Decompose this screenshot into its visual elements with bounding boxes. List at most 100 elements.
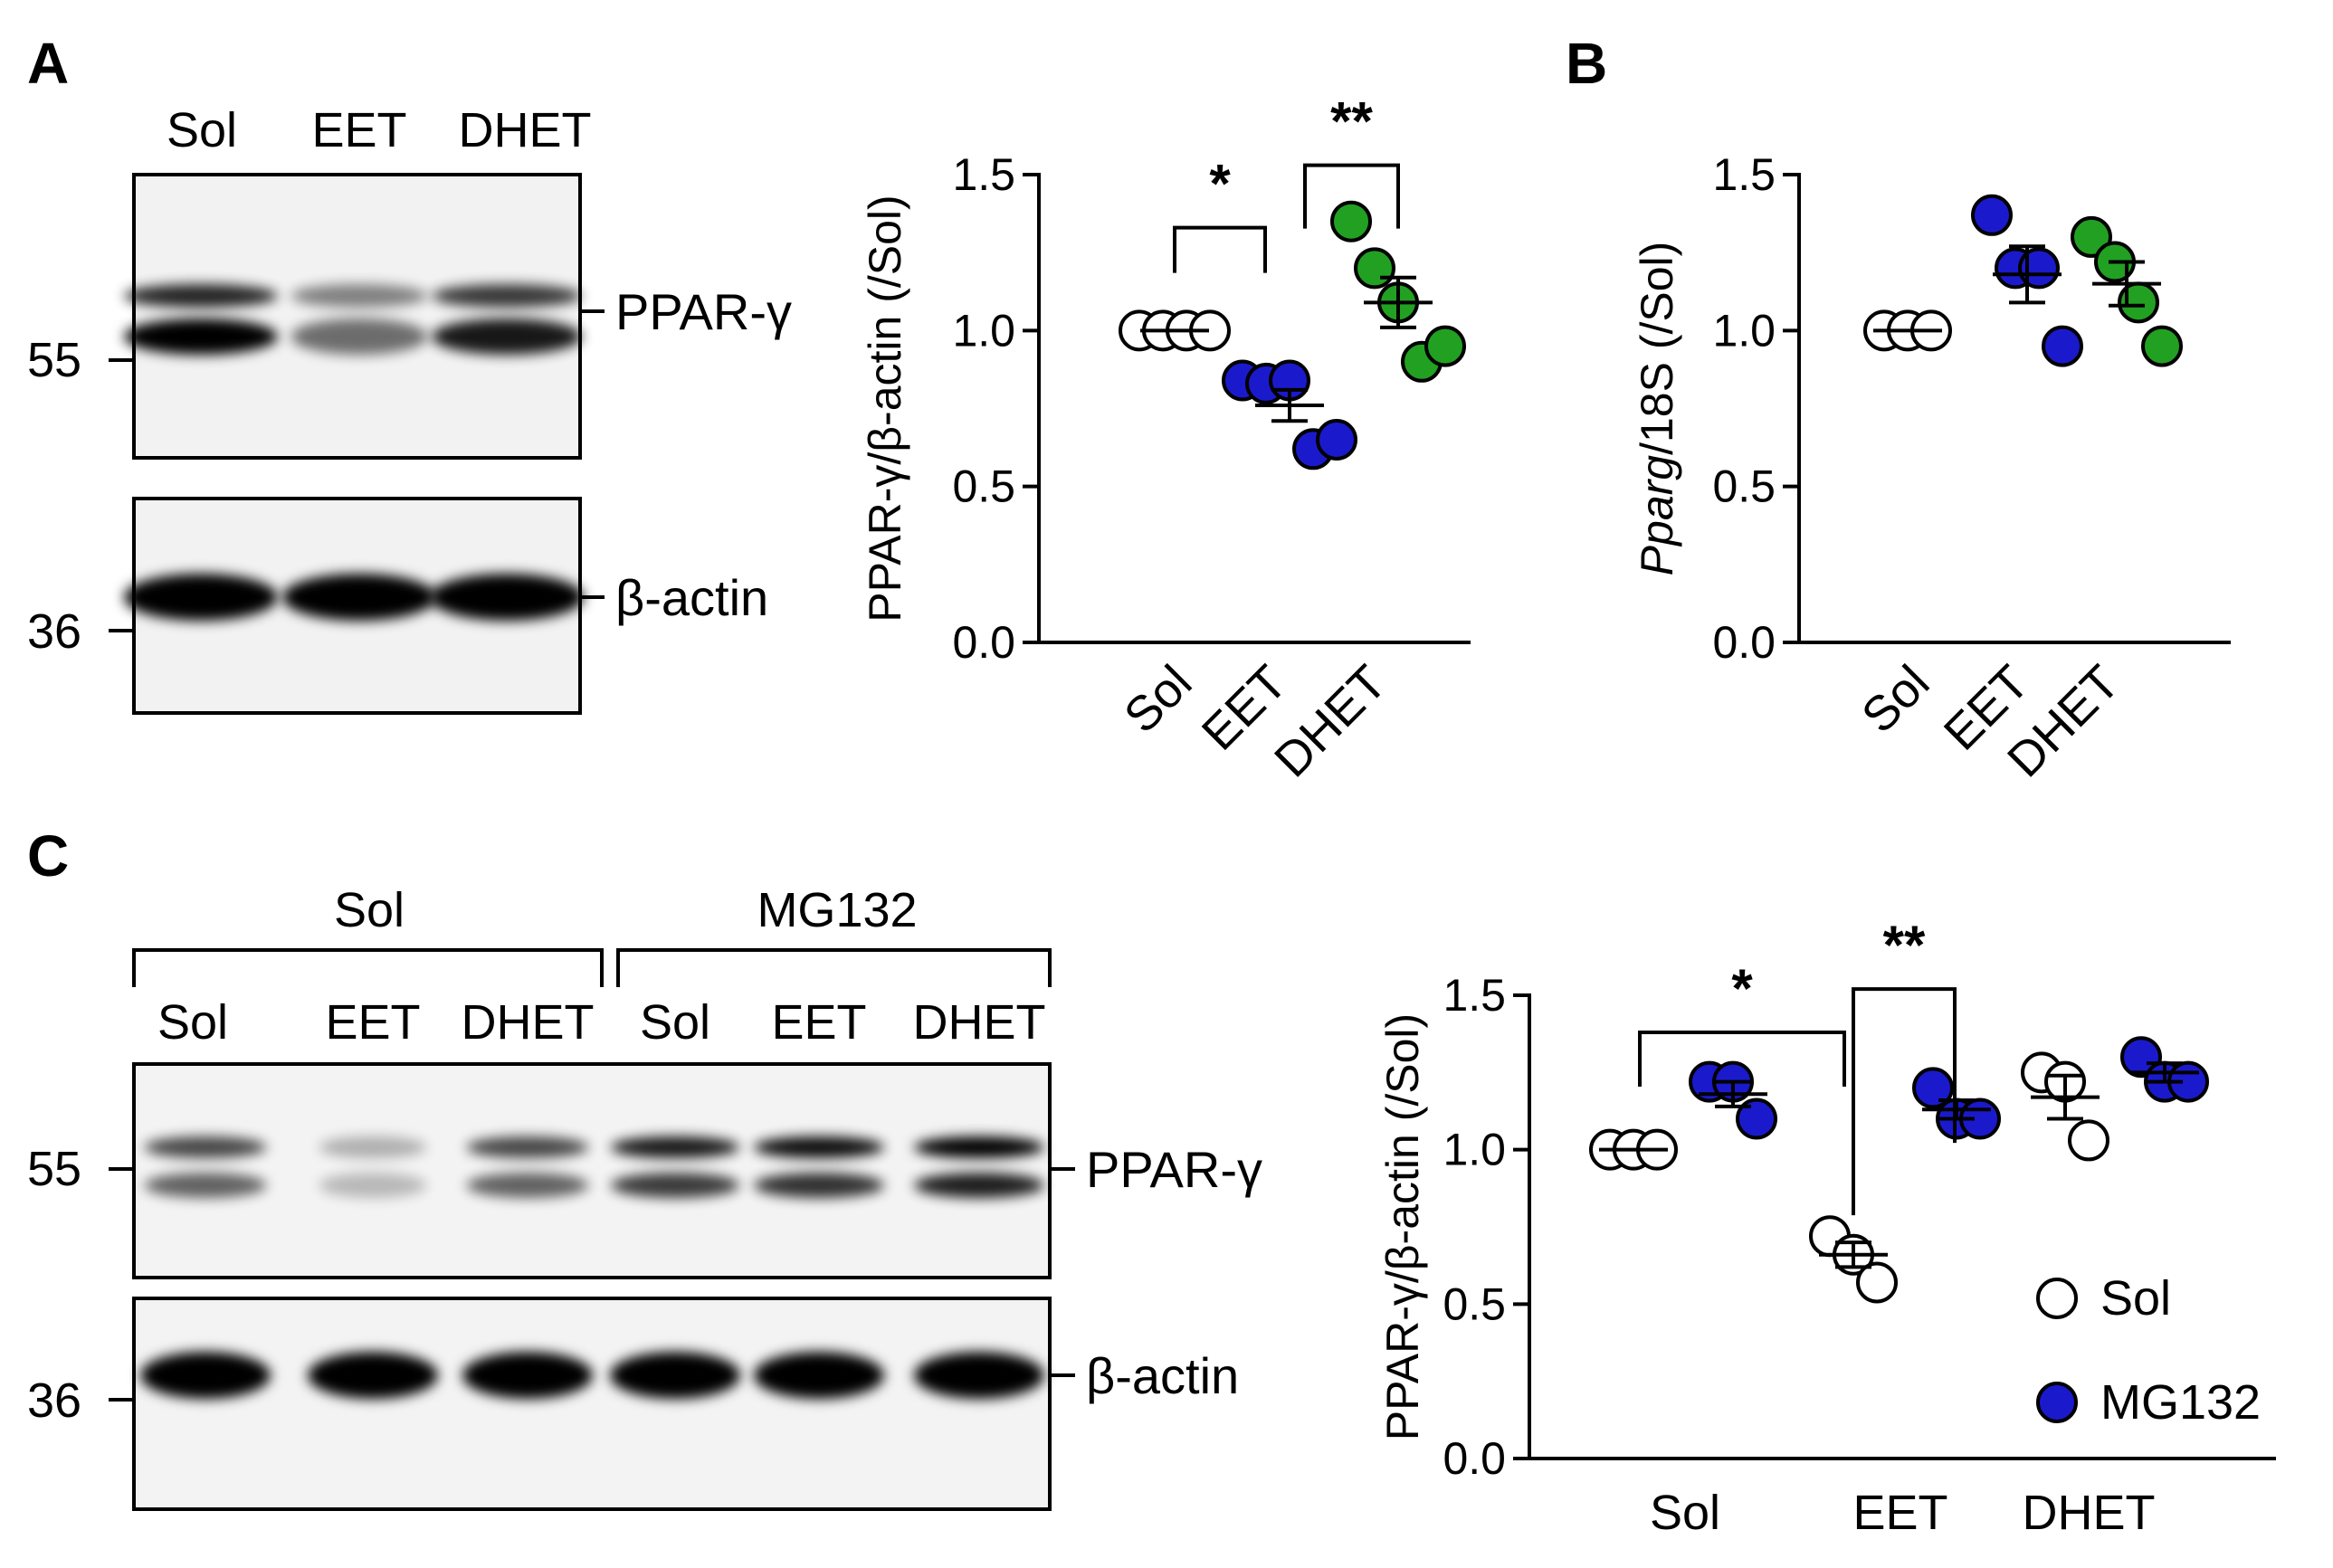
group-label: Sol	[334, 883, 405, 937]
blot-a: Sol EET DHET 55 36 PPAR-γ β-actin	[27, 103, 792, 715]
x-tick-label: DHET	[2023, 1486, 2156, 1540]
group-bracket	[616, 948, 1052, 987]
y-tick-label: 1.5	[952, 149, 1015, 200]
blot-band	[430, 574, 584, 621]
significance-bracket	[1852, 987, 1957, 1216]
lane-label: DHET	[462, 995, 595, 1050]
y-tick-label: 1.5	[1712, 149, 1776, 200]
y-tick-label: 1.0	[952, 305, 1015, 356]
y-tick-label: 0.5	[1712, 461, 1776, 512]
legend-marker	[2036, 1278, 2078, 1319]
data-point	[2042, 325, 2083, 367]
data-point	[1330, 200, 1372, 242]
blot-band	[610, 1352, 740, 1399]
y-tick-label: 1.5	[1443, 970, 1506, 1021]
lane-label: DHET	[913, 995, 1046, 1050]
x-tick-label: EET	[1852, 1486, 1947, 1540]
lane-label: Sol	[640, 995, 710, 1050]
data-point	[1424, 325, 1466, 367]
y-tick-label: 1.0	[1443, 1125, 1506, 1175]
mw-marker-36: 36	[27, 604, 81, 659]
data-point	[1856, 1261, 1898, 1304]
ppar-bands	[144, 1136, 1044, 1198]
blot-band	[754, 1173, 884, 1198]
significance-bracket	[1173, 225, 1267, 273]
x-tick-label: Sol	[1852, 655, 1940, 744]
actin-band-label: β-actin	[615, 569, 768, 626]
x-tick-label: Sol	[1650, 1486, 1720, 1540]
mw-marker-55: 55	[27, 333, 81, 387]
group-label: MG132	[757, 883, 917, 937]
y-tick-label: 0.5	[1443, 1278, 1506, 1329]
legend-marker	[2036, 1382, 2078, 1423]
data-point	[2018, 247, 2060, 290]
y-tick-label: 1.0	[1712, 305, 1776, 356]
panel-letter-b: B	[1566, 31, 1607, 96]
significance-bracket	[1638, 1030, 1846, 1087]
significance-marker: **	[1883, 915, 1926, 975]
actin-bands	[124, 574, 584, 621]
blot-band	[319, 1173, 427, 1198]
blot-band	[124, 284, 278, 308]
lane-label: EET	[325, 995, 420, 1050]
data-point	[2068, 1119, 2109, 1162]
ppar-band-label: PPAR-γ	[615, 283, 792, 340]
legend-label: Sol	[2100, 1271, 2171, 1326]
blot-band	[610, 1136, 740, 1158]
blot-band	[290, 318, 428, 355]
blot-c: Sol MG132 Sol EET DHET Sol EET DHET 55 3…	[27, 883, 1262, 1511]
blot-band	[466, 1136, 589, 1158]
ppar-blot-box	[132, 173, 582, 460]
panel-c: C Sol MG132 Sol EET DHET Sol EET DHET 55…	[27, 823, 2276, 1540]
panel-letter-a: A	[27, 31, 69, 96]
y-tick-label: 0.0	[952, 617, 1015, 668]
ppar-band-label: PPAR-γ	[1086, 1141, 1262, 1198]
y-tick-label: 0.5	[952, 461, 1015, 512]
blot-band	[308, 1352, 438, 1399]
blot-band	[462, 1352, 593, 1399]
significance-marker: *	[1209, 154, 1231, 214]
y-axis-label: Pparg/18S (/Sol)	[1632, 242, 1682, 576]
blot-band	[432, 318, 582, 355]
blot-band	[290, 284, 428, 308]
blot-band	[124, 574, 278, 621]
blot-band	[914, 1136, 1044, 1158]
y-axis-label: PPAR-γ/β-actin (/Sol)	[860, 195, 910, 622]
blot-band	[140, 1352, 271, 1399]
lane-label: Sol	[167, 103, 237, 157]
data-point	[2141, 325, 2183, 367]
mw-marker-36: 36	[27, 1373, 81, 1428]
actin-bands	[140, 1352, 1044, 1399]
blot-band	[144, 1173, 267, 1198]
lane-label: EET	[771, 995, 866, 1050]
blot-band	[466, 1173, 589, 1198]
blot-band	[914, 1173, 1044, 1198]
y-tick-label: 0.0	[1443, 1433, 1506, 1484]
blot-band	[124, 318, 278, 355]
blot-band	[319, 1136, 427, 1158]
y-tick-label: 0.0	[1712, 617, 1776, 668]
significance-bracket	[1303, 163, 1400, 229]
data-point	[1316, 418, 1357, 461]
lane-label: Sol	[157, 995, 228, 1050]
significance-marker: **	[1330, 91, 1373, 152]
actin-blot-box	[132, 1297, 1052, 1511]
y-axis-label: PPAR-γ/β-actin (/Sol)	[1377, 1013, 1428, 1440]
blot-band	[144, 1136, 267, 1158]
panel-a: A Sol EET DHET 55 36 PPAR-γ β-actin 0.0 0…	[27, 31, 1471, 787]
group-bracket	[132, 948, 604, 987]
x-tick-label: Sol	[1114, 655, 1203, 744]
blot-band	[754, 1136, 884, 1158]
data-point	[1912, 1067, 1954, 1109]
lane-label: EET	[311, 103, 406, 157]
data-point	[2071, 215, 2112, 258]
chart-c: 0.0 0.5 1.0 1.5 PPAR-γ/β-actin (/Sol) Sol EET D…	[1377, 915, 2276, 1540]
blot-band	[914, 1352, 1044, 1399]
data-point	[1971, 194, 2013, 236]
data-point	[1736, 1098, 1777, 1140]
significance-marker: *	[1731, 958, 1753, 1019]
ppar-bands	[124, 284, 582, 355]
blot-band	[282, 574, 436, 621]
